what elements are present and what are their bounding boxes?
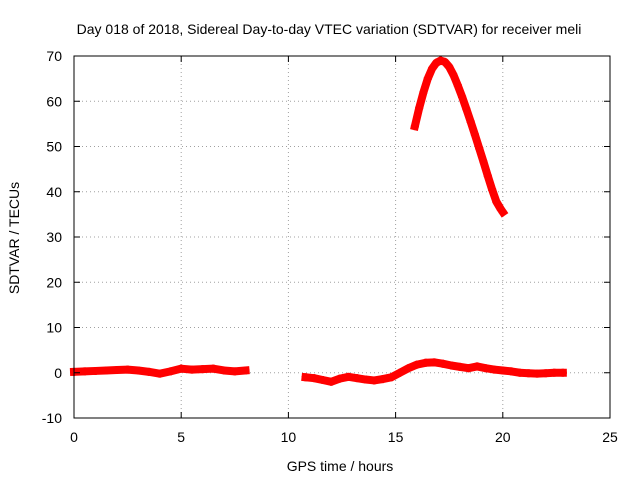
chart-title: Day 018 of 2018, Sidereal Day-to-day VTE… (77, 21, 582, 37)
y-tick-label: 30 (46, 229, 62, 245)
data-point (438, 359, 447, 368)
x-tick-label: 5 (177, 429, 185, 445)
data-point (455, 362, 464, 371)
data-line-segment-3 (410, 56, 509, 218)
data-point (507, 367, 516, 376)
data-point (310, 374, 319, 383)
data-point (481, 364, 490, 373)
data-point (462, 104, 471, 113)
data-point (550, 368, 559, 377)
data-point (166, 367, 175, 376)
x-tick-label: 15 (388, 429, 404, 445)
data-point (464, 364, 473, 373)
data-point (423, 74, 432, 83)
data-point (335, 374, 344, 383)
x-axis-label: GPS time / hours (287, 458, 394, 474)
y-tick-label: 0 (54, 365, 62, 381)
data-point (404, 364, 413, 373)
data-point (498, 208, 507, 217)
data-point (102, 366, 111, 375)
data-point (498, 366, 507, 375)
x-tick-label: 10 (281, 429, 297, 445)
data-point (533, 369, 542, 378)
y-tick-label: 70 (46, 48, 62, 64)
y-tick-label: -10 (42, 410, 62, 426)
y-tick-label: 60 (46, 93, 62, 109)
data-point (473, 362, 482, 371)
data-point (353, 374, 362, 383)
x-tick-label: 0 (70, 429, 78, 445)
data-point (436, 56, 445, 65)
data-point (230, 367, 239, 376)
y-tick-label: 20 (46, 274, 62, 290)
data-point (445, 62, 454, 71)
data-point (447, 361, 456, 370)
data-point (458, 92, 467, 101)
x-tick-label: 20 (495, 429, 511, 445)
data-point (395, 368, 404, 377)
data-point (378, 375, 387, 384)
data-point (483, 171, 492, 180)
y-tick-label: 40 (46, 184, 62, 200)
data-point (410, 122, 419, 131)
data-point (475, 144, 484, 153)
data-point (198, 365, 207, 374)
data-point (318, 375, 327, 384)
data-point (134, 366, 143, 375)
axis-ticks: 0 5 10 15 20 25 -10 0 10 20 30 40 50 60 70 (42, 48, 618, 445)
data-point (387, 373, 396, 382)
data-point (419, 88, 428, 97)
data-point (449, 71, 458, 80)
grid (74, 56, 610, 418)
data-point (112, 366, 121, 375)
data-point (466, 117, 475, 126)
y-axis-label: SDTVAR / TECUs (6, 182, 22, 294)
data-point (490, 365, 499, 374)
data-point (145, 367, 154, 376)
data-point (344, 372, 353, 381)
y-tick-label: 10 (46, 320, 62, 336)
data-point (541, 369, 550, 378)
data-point (430, 358, 439, 367)
data-point (428, 64, 437, 73)
data-point (220, 366, 229, 375)
data-point (177, 364, 186, 373)
x-tick-label: 25 (602, 429, 618, 445)
data-point (123, 365, 132, 374)
data-point (80, 367, 89, 376)
data-point (488, 185, 497, 194)
data-point (241, 366, 250, 375)
data-point (515, 368, 524, 377)
data-point (453, 81, 462, 90)
data-point (327, 377, 336, 386)
data-point (361, 375, 370, 384)
data-point (91, 366, 100, 375)
data-point (301, 373, 310, 382)
data-point (432, 58, 441, 67)
data-point (524, 369, 533, 378)
data-point (421, 358, 430, 367)
data-point (209, 364, 218, 373)
data-point (492, 197, 501, 206)
data-point (558, 368, 567, 377)
y-tick-label: 50 (46, 139, 62, 155)
data-point (440, 57, 449, 66)
data-point (370, 376, 379, 385)
data-point (187, 365, 196, 374)
data-series (69, 56, 567, 386)
data-point (413, 360, 422, 369)
data-point (415, 104, 424, 113)
data-point (479, 157, 488, 166)
data-point (155, 369, 164, 378)
data-point (470, 130, 479, 139)
